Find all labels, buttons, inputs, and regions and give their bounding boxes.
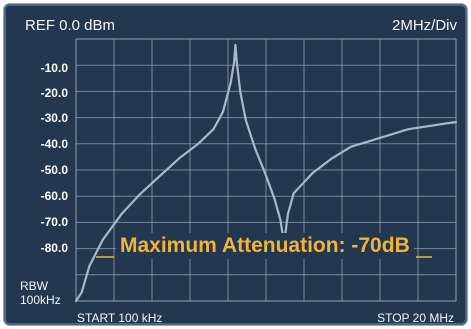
y-tick-label: -50.0 bbox=[40, 163, 68, 177]
y-tick-label: -70.0 bbox=[40, 215, 68, 229]
y-tick-label: -40.0 bbox=[40, 137, 68, 151]
y-tick-label: -80.0 bbox=[40, 241, 68, 255]
y-tick-label: -10.0 bbox=[40, 61, 68, 75]
y-tick-label: -30.0 bbox=[40, 111, 68, 125]
reference-level-label: REF 0.0 dBm bbox=[25, 17, 116, 34]
grid bbox=[75, 38, 457, 302]
spectrum-trace bbox=[74, 43, 458, 303]
max-attenuation-annotation: Maximum Attenuation: -70dB bbox=[116, 233, 414, 259]
stop-frequency-label: STOP 20 MHz bbox=[377, 311, 454, 325]
rbw-value: 100kHz bbox=[20, 293, 61, 307]
scale-per-division-label: 2MHz/Div bbox=[391, 17, 457, 34]
rbw-label: RBW bbox=[20, 279, 48, 293]
y-tick-label: -20.0 bbox=[40, 86, 68, 100]
start-frequency-label: START 100 kHz bbox=[77, 311, 163, 325]
y-tick-label: -60.0 bbox=[40, 189, 68, 203]
